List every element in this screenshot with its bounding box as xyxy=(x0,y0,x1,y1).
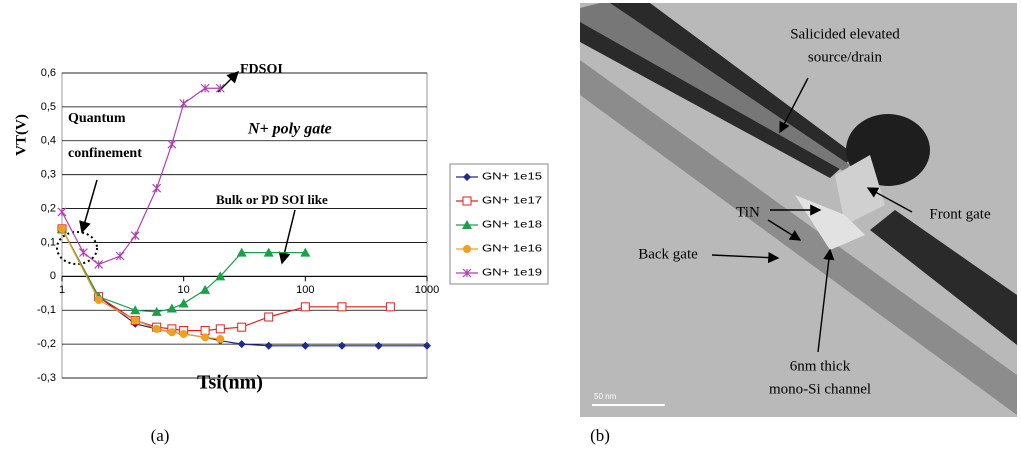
marker xyxy=(179,99,189,108)
image-label: source/drain xyxy=(808,49,883,65)
marker xyxy=(237,340,246,349)
marker xyxy=(463,173,471,181)
annotation: confinement xyxy=(68,146,142,161)
image-label: mono-Si channel xyxy=(769,381,871,397)
y-tick-label: -0,1 xyxy=(37,304,56,316)
marker xyxy=(152,324,161,333)
arrow xyxy=(767,219,802,241)
marker xyxy=(385,302,395,312)
y-tick-label: 0,2 xyxy=(41,202,56,214)
x-tick-label: 1000 xyxy=(415,284,439,296)
highlight-ellipse xyxy=(56,231,98,265)
marker xyxy=(178,298,189,308)
marker xyxy=(58,224,66,233)
marker xyxy=(337,341,346,350)
marker xyxy=(201,333,210,342)
marker xyxy=(300,302,310,312)
marker xyxy=(200,284,211,294)
marker xyxy=(130,305,141,315)
y-tick-label: -0,2 xyxy=(37,338,56,350)
chart: VT(V) Tsi(nm) FDSOI Quantum confinement … xyxy=(13,62,549,394)
marker xyxy=(423,341,431,350)
marker xyxy=(131,316,140,325)
annotation: Bulk or PD SOI like xyxy=(216,192,328,207)
marker xyxy=(463,245,471,253)
arrow xyxy=(779,77,809,134)
marker xyxy=(264,312,274,322)
marker xyxy=(94,296,103,305)
marker xyxy=(130,231,140,241)
x-axis-label: Tsi(nm) xyxy=(197,372,263,394)
marker xyxy=(216,335,225,344)
marker xyxy=(215,324,225,334)
y-tick-label: 0,5 xyxy=(41,101,56,113)
marker xyxy=(237,322,247,332)
marker xyxy=(263,247,274,257)
source-drain-band xyxy=(870,210,1017,345)
marker xyxy=(166,303,177,313)
marker xyxy=(57,207,67,217)
y-tick-label: 0 xyxy=(50,270,56,282)
marker xyxy=(167,328,176,337)
image-label: Salicided elevated xyxy=(790,26,900,42)
marker xyxy=(215,271,226,281)
annotation: Quantum xyxy=(68,111,126,126)
caption: (b) xyxy=(590,426,610,445)
arrow xyxy=(278,209,296,265)
x-tick-label: 1 xyxy=(59,284,65,296)
marker xyxy=(200,83,210,93)
image-label: TiN xyxy=(736,204,760,220)
legend-label: GN+ 1e16 xyxy=(482,244,543,255)
legend-label: GN+ 1e18 xyxy=(482,220,543,231)
marker xyxy=(337,302,347,312)
arrow xyxy=(79,179,98,234)
legend-label: GN+ 1e17 xyxy=(482,196,543,207)
arrow xyxy=(817,248,835,353)
marker xyxy=(236,247,247,257)
marker xyxy=(167,139,177,149)
marker xyxy=(152,183,162,193)
gate-stack xyxy=(835,155,885,225)
marker xyxy=(115,251,125,261)
marker xyxy=(215,83,225,93)
scale-bar-label: 50 nm xyxy=(594,392,617,401)
image-label: Front gate xyxy=(929,206,991,222)
annotation: FDSOI xyxy=(240,62,283,77)
y-tick-label: 0,1 xyxy=(41,236,56,248)
marker xyxy=(300,247,311,257)
y-tick-label: 0,3 xyxy=(41,169,56,181)
marker xyxy=(301,341,310,350)
micrograph: 50 nm Salicided elevated source/drain Ti… xyxy=(580,3,1017,417)
series-line xyxy=(61,87,221,266)
y-tick-label: 0,4 xyxy=(41,135,56,147)
marker xyxy=(462,268,472,278)
marker xyxy=(179,329,188,338)
marker xyxy=(462,220,472,229)
x-tick-label: 100 xyxy=(296,284,314,296)
marker xyxy=(151,306,162,316)
legend-label: GN+ 1e15 xyxy=(482,172,543,183)
marker xyxy=(264,341,273,350)
y-tick-label: 0,6 xyxy=(41,67,56,79)
annotation: N+ poly gate xyxy=(247,121,332,138)
image-label: 6nm thick xyxy=(790,358,851,374)
marker xyxy=(374,341,383,350)
marker xyxy=(462,196,472,206)
caption: (a) xyxy=(151,426,170,445)
image-label: Back gate xyxy=(638,246,698,262)
arrow xyxy=(866,187,913,213)
marker xyxy=(94,260,104,269)
legend-label: GN+ 1e19 xyxy=(482,268,543,279)
y-tick-label: -0,3 xyxy=(37,372,56,384)
arrow xyxy=(711,251,780,264)
y-axis-label: VT(V) xyxy=(13,114,29,156)
x-tick-label: 10 xyxy=(178,284,190,296)
marker xyxy=(79,248,88,258)
